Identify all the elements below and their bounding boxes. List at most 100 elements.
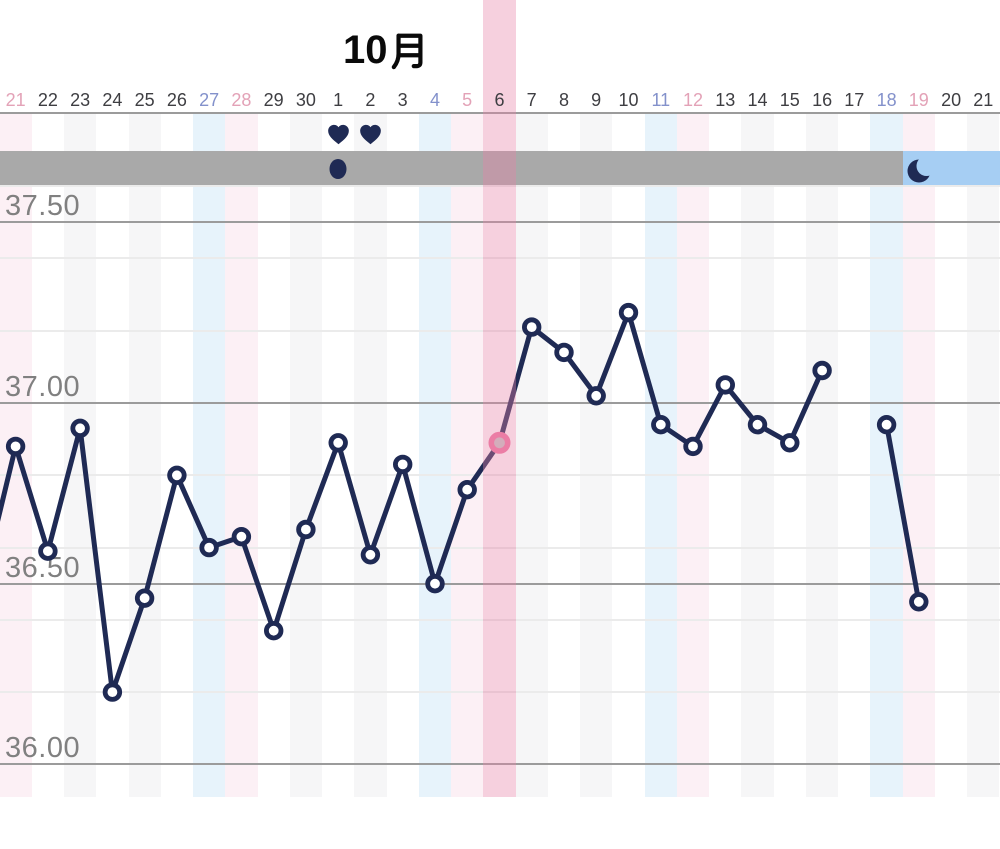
date-label[interactable]: 19 bbox=[908, 90, 929, 110]
day-column-stripe bbox=[193, 113, 226, 797]
date-label[interactable]: 8 bbox=[558, 90, 569, 110]
day-column-stripe bbox=[225, 113, 258, 797]
day-column-stripe bbox=[354, 113, 387, 797]
temperature-data-point[interactable] bbox=[102, 682, 123, 702]
day-column-stripe bbox=[128, 113, 161, 797]
temperature-data-point[interactable] bbox=[651, 415, 671, 435]
date-label[interactable]: 10 bbox=[618, 90, 639, 110]
date-label[interactable]: 23 bbox=[70, 90, 91, 110]
heart-icon bbox=[357, 121, 384, 146]
day-column-stripe bbox=[773, 113, 806, 797]
date-label[interactable]: 7 bbox=[526, 90, 537, 110]
temperature-data-point[interactable] bbox=[683, 436, 703, 457]
day-column-stripe bbox=[418, 113, 452, 797]
day-column-stripe bbox=[612, 113, 645, 797]
day-column-stripe bbox=[709, 113, 742, 797]
day-column-stripe bbox=[644, 113, 677, 797]
date-label[interactable]: 12 bbox=[682, 90, 704, 110]
temperature-data-point[interactable] bbox=[909, 592, 929, 612]
day-column-stripe bbox=[31, 113, 64, 797]
day-column-stripe bbox=[257, 113, 290, 797]
date-label[interactable]: 29 bbox=[263, 90, 284, 110]
temperature-data-point[interactable] bbox=[199, 537, 219, 558]
date-label[interactable]: 4 bbox=[429, 90, 440, 110]
phase-bar-gray-segment bbox=[0, 151, 903, 185]
date-label[interactable]: 25 bbox=[134, 90, 155, 110]
temperature-data-point[interactable] bbox=[231, 527, 252, 547]
temperature-data-point[interactable] bbox=[264, 621, 284, 641]
period-dot-icon bbox=[327, 157, 349, 181]
day-column-stripe bbox=[805, 113, 839, 797]
date-label[interactable]: 5 bbox=[462, 90, 473, 110]
temperature-data-point[interactable] bbox=[328, 433, 348, 453]
temperature-data-point[interactable] bbox=[457, 480, 477, 500]
temperature-data-point[interactable] bbox=[876, 415, 897, 435]
day-column-stripe bbox=[676, 113, 710, 797]
temperature-data-point[interactable] bbox=[5, 436, 26, 457]
temperature-data-point[interactable] bbox=[522, 317, 542, 337]
date-label[interactable]: 11 bbox=[651, 90, 671, 110]
day-column-stripe bbox=[838, 113, 871, 797]
date-label[interactable]: 21 bbox=[973, 90, 994, 110]
date-label[interactable]: 14 bbox=[747, 90, 768, 110]
date-label[interactable]: 20 bbox=[941, 90, 962, 110]
date-label[interactable]: 15 bbox=[779, 90, 800, 110]
temperature-data-point[interactable] bbox=[38, 541, 58, 561]
temperature-data-point[interactable] bbox=[360, 545, 381, 565]
heart-icon bbox=[325, 121, 352, 146]
day-column-stripe bbox=[515, 113, 548, 797]
date-label[interactable]: 6 bbox=[494, 90, 505, 110]
date-label[interactable]: 17 bbox=[844, 90, 865, 110]
day-column-stripe bbox=[967, 113, 1000, 797]
temperature-line bbox=[884, 422, 922, 605]
date-label[interactable]: 13 bbox=[715, 90, 736, 110]
day-column-stripe bbox=[96, 113, 129, 797]
temperature-data-point[interactable] bbox=[134, 588, 155, 608]
date-label[interactable]: 1 bbox=[333, 90, 344, 110]
selected-day-band bbox=[483, 0, 516, 797]
temperature-data-point[interactable] bbox=[747, 415, 768, 435]
y-axis-tick-label: 37.00 bbox=[5, 371, 81, 403]
date-label[interactable]: 2 bbox=[365, 90, 376, 110]
phase-bar-blue-segment bbox=[902, 151, 1000, 185]
date-label[interactable]: 18 bbox=[876, 90, 897, 110]
temperature-data-point[interactable] bbox=[618, 302, 639, 323]
temperature-data-point[interactable] bbox=[780, 433, 800, 453]
day-column-stripe bbox=[547, 113, 581, 797]
month-title-number: 10 bbox=[343, 28, 388, 72]
day-column-stripe bbox=[451, 113, 484, 797]
month-title: 10 bbox=[343, 28, 428, 72]
day-column-stripe bbox=[160, 113, 194, 797]
date-label[interactable]: 27 bbox=[199, 90, 220, 110]
temperature-data-point[interactable] bbox=[715, 375, 736, 395]
temperature-data-point[interactable] bbox=[296, 519, 316, 540]
temperature-data-point[interactable] bbox=[70, 418, 90, 439]
date-label[interactable]: 26 bbox=[166, 90, 187, 110]
temperature-data-point[interactable] bbox=[554, 342, 574, 363]
day-column-stripe bbox=[902, 113, 935, 797]
temperature-data-point[interactable] bbox=[812, 360, 832, 381]
temperature-data-point[interactable] bbox=[425, 574, 445, 594]
day-column-stripe bbox=[322, 113, 355, 797]
date-label[interactable]: 9 bbox=[591, 90, 602, 110]
day-column-stripe bbox=[0, 113, 32, 797]
temperature-data-point[interactable] bbox=[586, 386, 606, 406]
date-label[interactable]: 22 bbox=[37, 90, 58, 110]
y-axis-tick-label: 37.50 bbox=[5, 190, 81, 223]
date-label[interactable]: 30 bbox=[295, 90, 316, 110]
day-column-stripe bbox=[64, 113, 97, 797]
temperature-data-point[interactable] bbox=[167, 465, 187, 486]
date-label[interactable]: 16 bbox=[812, 90, 833, 110]
date-label[interactable]: 28 bbox=[231, 90, 252, 110]
y-axis-tick-label: 36.50 bbox=[5, 551, 81, 584]
day-column-stripe bbox=[289, 113, 323, 797]
date-label[interactable]: 24 bbox=[102, 90, 123, 110]
temperature-data-point[interactable] bbox=[393, 454, 413, 475]
day-column-stripe bbox=[580, 113, 613, 797]
date-label[interactable]: 3 bbox=[397, 90, 408, 110]
temperature-line bbox=[0, 310, 825, 695]
date-label[interactable]: 21 bbox=[5, 90, 26, 110]
y-axis-tick-label: 36.00 bbox=[5, 732, 81, 765]
